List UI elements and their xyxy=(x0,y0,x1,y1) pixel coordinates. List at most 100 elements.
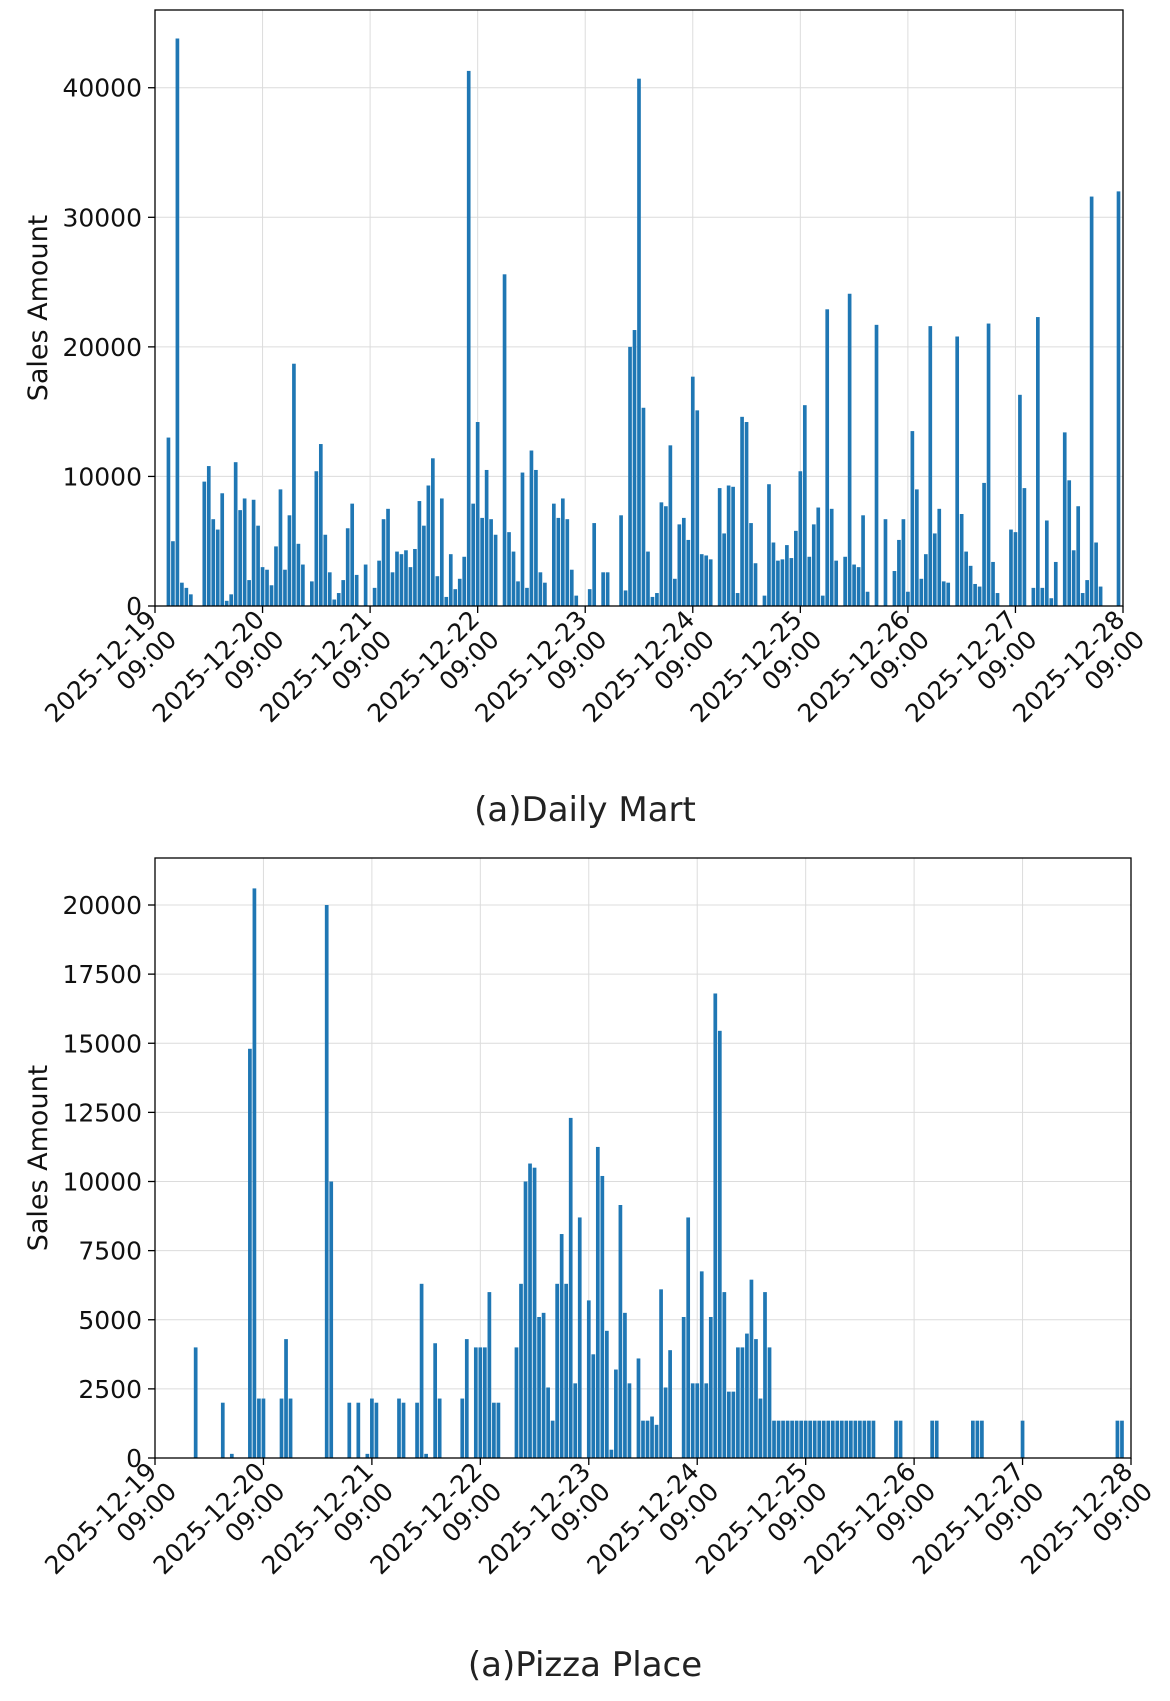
x-tick-label: 2025-12-2609:00 xyxy=(792,605,935,748)
bar xyxy=(577,1217,582,1458)
bar xyxy=(489,519,493,606)
bar xyxy=(395,551,399,606)
bar xyxy=(650,1416,654,1458)
bar xyxy=(811,524,816,606)
plot-frame xyxy=(154,9,1124,607)
bar xyxy=(874,324,879,606)
bar xyxy=(655,593,659,606)
bar xyxy=(568,1117,573,1458)
y-tick-label: 2500 xyxy=(78,1375,142,1404)
bar xyxy=(856,567,861,606)
bar xyxy=(727,1391,731,1458)
bar xyxy=(1071,550,1076,606)
bar xyxy=(695,1383,700,1458)
bar xyxy=(941,581,946,606)
bar xyxy=(871,1420,876,1458)
bar xyxy=(923,554,928,606)
bar xyxy=(843,556,847,606)
bar xyxy=(457,578,462,606)
bar xyxy=(763,1292,767,1458)
bar xyxy=(415,1402,419,1458)
bar xyxy=(269,585,274,606)
bar xyxy=(852,564,856,606)
bar xyxy=(546,1387,550,1458)
bar xyxy=(767,484,771,606)
bar xyxy=(460,1398,465,1458)
bar xyxy=(251,499,256,606)
bar xyxy=(372,587,377,606)
bar xyxy=(736,1347,740,1458)
bar xyxy=(749,1279,754,1458)
bar xyxy=(292,363,296,606)
bar xyxy=(310,581,314,606)
bar xyxy=(301,564,305,606)
pizza-place-panel: 0 2500 5000 7500 10000 12500 15000 17500 20000 20… xyxy=(0,850,1170,1701)
bar xyxy=(180,582,184,606)
bar xyxy=(663,1387,668,1458)
bar xyxy=(1085,580,1089,606)
bar xyxy=(776,1420,781,1458)
bar xyxy=(982,482,986,606)
bar xyxy=(370,1398,374,1458)
x-tick-label: 2025-12-2809:00 xyxy=(1007,605,1150,748)
bar xyxy=(699,554,704,606)
bar xyxy=(574,595,579,606)
bar xyxy=(754,1339,758,1458)
bar xyxy=(704,1383,709,1458)
bar xyxy=(220,1402,225,1458)
y-tick-label: 20000 xyxy=(62,333,142,362)
bar xyxy=(821,1420,826,1458)
bar xyxy=(731,1391,736,1458)
bar xyxy=(794,1420,799,1458)
y-tick-label: 0 xyxy=(126,1444,142,1473)
x-tick-label: 2025-12-2109:00 xyxy=(254,605,397,748)
y-tick-label: 10000 xyxy=(62,462,142,491)
y-tick-label: 7500 xyxy=(78,1237,142,1266)
bar xyxy=(835,1420,840,1458)
bar xyxy=(511,551,516,606)
bar xyxy=(767,1347,772,1458)
bar xyxy=(964,551,968,606)
bar xyxy=(853,1420,858,1458)
bar xyxy=(171,541,175,606)
bar xyxy=(528,1163,532,1458)
daily-mart-panel: 0 10000 20000 30000 40000 2025-12-1909:00 2025… xyxy=(0,0,1170,850)
bar xyxy=(659,1289,663,1458)
bar xyxy=(341,580,346,606)
bar xyxy=(377,560,381,606)
bar xyxy=(1020,1420,1025,1458)
bar xyxy=(397,1398,401,1458)
bar xyxy=(215,529,220,606)
bar xyxy=(534,469,538,606)
bar xyxy=(480,517,484,606)
bar xyxy=(650,596,655,606)
bar xyxy=(233,462,238,606)
bar xyxy=(493,534,498,606)
bar xyxy=(934,1420,939,1458)
x-tick-label: 2025-12-2409:00 xyxy=(577,605,720,748)
bar xyxy=(829,508,834,606)
bar xyxy=(946,582,951,606)
bar xyxy=(1116,191,1121,606)
bar xyxy=(519,1283,523,1458)
bar xyxy=(897,539,901,606)
bar xyxy=(587,589,592,606)
bar xyxy=(464,1339,469,1458)
y-tick-label: 5000 xyxy=(78,1306,142,1335)
bar xyxy=(847,293,852,606)
bar xyxy=(825,309,830,606)
bar xyxy=(433,1343,438,1458)
bar xyxy=(785,545,789,606)
bar xyxy=(439,498,444,606)
bar xyxy=(731,486,735,606)
bar xyxy=(686,539,691,606)
bar xyxy=(507,532,511,606)
bar xyxy=(803,1420,808,1458)
bar xyxy=(257,1398,261,1458)
daily-mart-caption: (a)Daily Mart xyxy=(474,790,696,830)
bar xyxy=(749,523,753,606)
bar xyxy=(1120,1420,1124,1458)
bar xyxy=(726,485,731,606)
bar xyxy=(314,471,319,606)
bar xyxy=(323,534,328,606)
